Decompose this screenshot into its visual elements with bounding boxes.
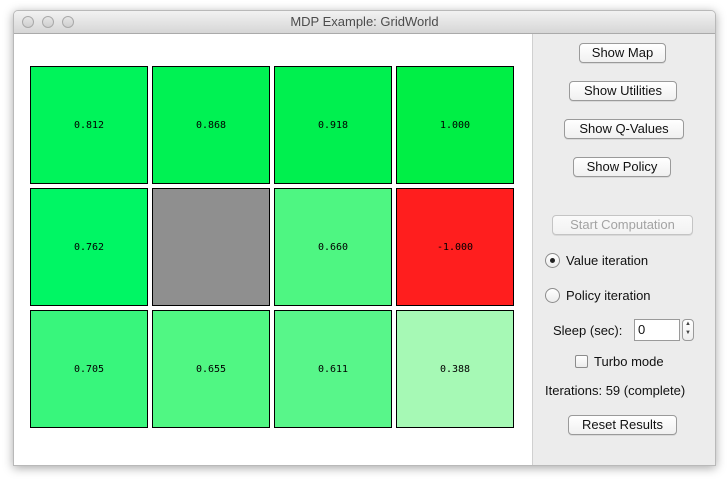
show-map-button[interactable]: Show Map — [579, 43, 666, 63]
cell-value: 0.388 — [439, 363, 471, 375]
window-title: MDP Example: GridWorld — [290, 14, 439, 29]
zoom-window-icon[interactable] — [62, 16, 74, 28]
cell-value: 0.918 — [317, 119, 349, 131]
grid-cell[interactable]: 0.812 — [30, 66, 148, 184]
iterations-status: Iterations: 59 (complete) — [545, 383, 686, 398]
sleep-input[interactable]: 0 — [634, 319, 680, 341]
grid-cell-wall[interactable] — [152, 188, 270, 306]
reset-results-button[interactable]: Reset Results — [568, 415, 677, 435]
panel-divider — [532, 34, 533, 465]
show-utilities-button[interactable]: Show Utilities — [569, 81, 677, 101]
grid-cell[interactable]: 0.655 — [152, 310, 270, 428]
cell-value: 0.660 — [317, 241, 349, 253]
cell-value: -1.000 — [436, 241, 474, 253]
grid-cell[interactable]: 0.388 — [396, 310, 514, 428]
grid-cell[interactable]: 0.611 — [274, 310, 392, 428]
show-q-values-button[interactable]: Show Q-Values — [564, 119, 684, 139]
grid-cell[interactable]: 0.868 — [152, 66, 270, 184]
cell-value: 0.655 — [195, 363, 227, 375]
grid-cell[interactable]: 0.918 — [274, 66, 392, 184]
turbo-mode-checkbox[interactable] — [575, 355, 588, 368]
grid-panel: 0.812 0.868 0.918 1.000 0.762 0.660 -1.000 0.70… — [14, 34, 532, 465]
policy-iteration-radio[interactable] — [545, 288, 560, 303]
value-iteration-radio[interactable] — [545, 253, 560, 268]
title-bar: MDP Example: GridWorld — [14, 11, 715, 34]
cell-value: 0.611 — [317, 363, 349, 375]
cell-value: 0.705 — [73, 363, 105, 375]
sleep-stepper[interactable]: ▲ ▼ — [682, 319, 694, 341]
grid-cell[interactable]: 1.000 — [396, 66, 514, 184]
grid-cell[interactable]: 0.762 — [30, 188, 148, 306]
cell-value: 0.812 — [73, 119, 105, 131]
cell-value: 0.868 — [195, 119, 227, 131]
grid-cell[interactable]: -1.000 — [396, 188, 514, 306]
cell-value: 1.000 — [439, 119, 471, 131]
minimize-window-icon[interactable] — [42, 16, 54, 28]
value-iteration-label: Value iteration — [566, 253, 649, 268]
grid-cell[interactable]: 0.660 — [274, 188, 392, 306]
turbo-mode-label: Turbo mode — [594, 354, 664, 369]
show-policy-button[interactable]: Show Policy — [573, 157, 671, 177]
start-computation-button[interactable]: Start Computation — [552, 215, 693, 235]
radio-selected-dot — [550, 258, 555, 263]
sleep-label: Sleep (sec): — [553, 323, 623, 338]
close-window-icon[interactable] — [22, 16, 34, 28]
app-window: MDP Example: GridWorld 0.812 0.868 0.918 1.… — [13, 10, 716, 466]
cell-value: 0.762 — [73, 241, 105, 253]
policy-iteration-label: Policy iteration — [566, 288, 651, 303]
grid-cell[interactable]: 0.705 — [30, 310, 148, 428]
